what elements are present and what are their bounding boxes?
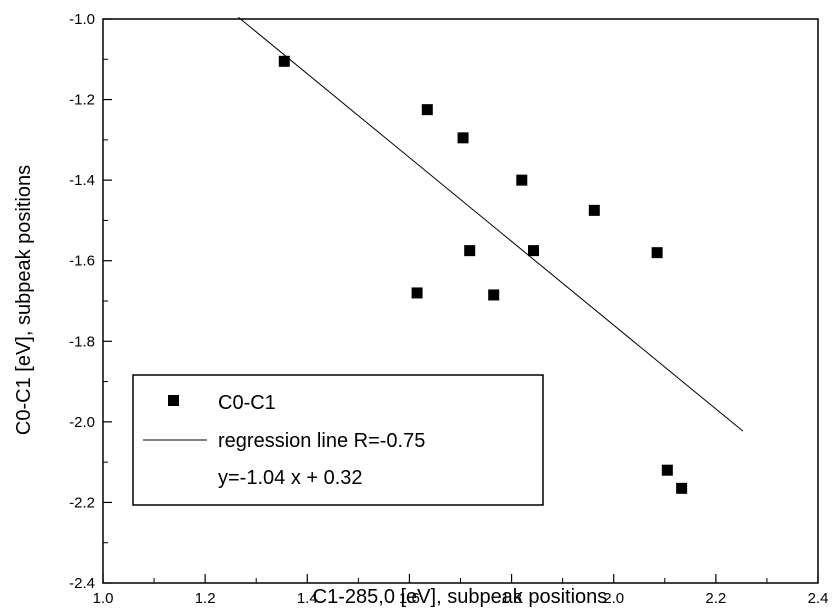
x-axis-tick-labels: 1.0 1.2 1.4 1.6 1.8 2.0 2.2 2.4 [93, 590, 829, 607]
y-tick-label: -1.0 [69, 11, 95, 28]
x-axis-label: C1-285,0 [eV], subpeak positions [313, 586, 608, 608]
y-axis-ticks [103, 18, 112, 584]
legend-series-name: C0-C1 [218, 392, 276, 414]
y-tick-label: -1.2 [69, 92, 95, 109]
y-tick-label: -1.4 [69, 172, 95, 189]
regression-line [238, 16, 744, 432]
data-point [411, 287, 423, 299]
data-point [421, 104, 433, 116]
x-axis-ticks [102, 574, 819, 583]
x-tick-label: 2.0 [603, 590, 624, 607]
legend-regression-label: regression line R=-0.75 [218, 430, 425, 452]
data-point [676, 482, 688, 494]
y-tick-label: -2.0 [69, 414, 95, 431]
x-tick-label: 2.2 [705, 590, 726, 607]
data-point [516, 174, 528, 186]
data-point [488, 289, 500, 301]
legend-regression-equation: y=-1.04 x + 0.32 [218, 467, 363, 489]
data-point [588, 204, 600, 216]
data-point [457, 132, 469, 144]
y-axis-label: C0-C1 [eV], subpeak positions [13, 165, 35, 435]
data-points [278, 55, 688, 494]
x-tick-label: 1.4 [297, 590, 318, 607]
data-point [278, 55, 290, 67]
y-tick-label: -2.2 [69, 494, 95, 511]
data-point [661, 464, 673, 476]
legend: C0-C1 regression line R=-0.75 y=-1.04 x … [132, 374, 544, 506]
legend-marker-square [168, 395, 179, 406]
data-point [528, 245, 540, 257]
data-point [651, 247, 663, 259]
y-tick-label: -2.4 [69, 575, 95, 592]
x-tick-label: 1.6 [399, 590, 420, 607]
data-point [464, 245, 476, 257]
x-tick-label: 1.2 [195, 590, 216, 607]
y-tick-label: -1.8 [69, 333, 95, 350]
x-tick-label: 2.4 [808, 590, 829, 607]
y-axis-tick-labels: -1.0 -1.2 -1.4 -1.6 -1.8 -2.0 -2.2 -2.4 [69, 11, 95, 592]
x-tick-label: 1.8 [501, 590, 522, 607]
x-tick-label: 1.0 [93, 590, 114, 607]
y-tick-label: -1.6 [69, 253, 95, 270]
